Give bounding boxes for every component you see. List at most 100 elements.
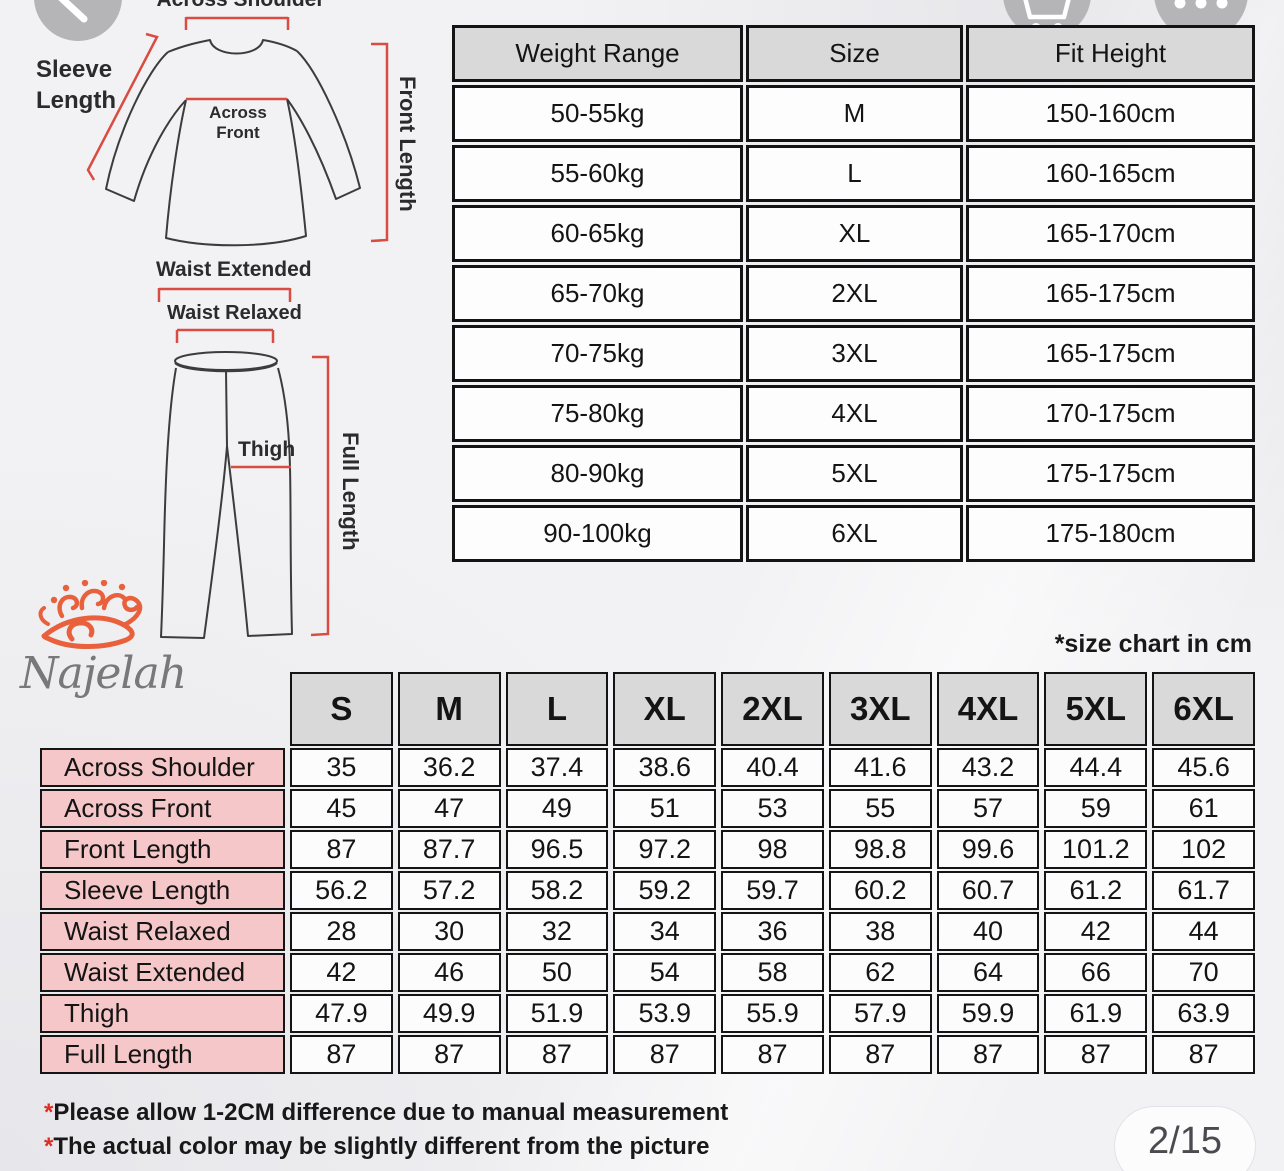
size-cell: 57.9 (828, 994, 932, 1033)
waist-extended-bracket (157, 287, 292, 302)
size-chart-table: S M L XL 2XL 3XL 4XL 5XL 6XL Across Shou… (40, 672, 1255, 1074)
size-col-header: 2XL (721, 672, 824, 746)
size-cell: 102 (1152, 830, 1255, 869)
size-cell: 96.5 (505, 830, 609, 869)
asterisk-marker: * (44, 1133, 54, 1160)
weight-table-cell: XL (746, 205, 963, 262)
size-cell: 87 (613, 1035, 717, 1074)
size-cell: 42 (290, 953, 393, 992)
size-cell: 51 (613, 789, 717, 828)
size-cell: 60.2 (828, 871, 932, 910)
size-chart-unit-note: *size chart in cm (1054, 630, 1252, 658)
full-length-bracket (310, 355, 330, 637)
weight-table-cell: 80-90kg (452, 445, 743, 502)
size-cell: 61.7 (1152, 871, 1255, 910)
size-cell: 57 (936, 789, 1040, 828)
weight-table-cell: 165-175cm (966, 265, 1255, 322)
size-cell: 87 (290, 830, 393, 869)
weight-table-cell: 150-160cm (966, 85, 1255, 142)
label-front-length: Front Length (395, 76, 420, 212)
size-cell: 99.6 (936, 830, 1040, 869)
size-cell: 59.9 (936, 994, 1040, 1033)
size-cell: 42 (1044, 912, 1148, 951)
size-cell: 87 (721, 1035, 824, 1074)
size-cell: 87 (505, 1035, 609, 1074)
size-cell: 61 (1152, 789, 1255, 828)
size-cell: 46 (397, 953, 501, 992)
size-cell: 97.2 (613, 830, 717, 869)
size-cell: 101.2 (1044, 830, 1148, 869)
weight-table-cell: 170-175cm (966, 385, 1255, 442)
size-cell: 66 (1044, 953, 1148, 992)
size-cell: 40 (936, 912, 1040, 951)
footnote-text: The actual color may be slightly differe… (53, 1133, 710, 1160)
size-cell: 35 (290, 748, 393, 787)
weight-table-cell: 175-180cm (966, 505, 1255, 562)
size-cell: 38 (828, 912, 932, 951)
garment-diagram (86, 16, 389, 639)
size-cell: 36 (721, 912, 824, 951)
size-cell: 28 (290, 912, 393, 951)
size-cell: 61.2 (1044, 871, 1148, 910)
size-col-header: L (505, 672, 609, 746)
weight-size-table: Weight Range Size Fit Height 50-55kg M 1… (452, 25, 1255, 562)
size-cell: 58 (721, 953, 824, 992)
size-cell: 36.2 (397, 748, 501, 787)
weight-table-cell: 3XL (746, 325, 963, 382)
size-row-label: Across Front (40, 789, 285, 828)
size-row-label: Front Length (40, 830, 285, 869)
size-cell: 55 (828, 789, 932, 828)
size-cell: 51.9 (505, 994, 609, 1033)
size-col-header: 5XL (1044, 672, 1148, 746)
back-button[interactable] (34, 0, 122, 41)
size-row-label: Waist Extended (40, 953, 285, 992)
page-indicator: 2/15 (1114, 1106, 1256, 1171)
size-table-corner-spacer (40, 672, 285, 746)
shirt-outline (105, 39, 361, 247)
size-cell: 49.9 (397, 994, 501, 1033)
size-cell: 62 (828, 953, 932, 992)
weight-table-header: Fit Height (966, 25, 1255, 82)
size-row-label: Sleeve Length (40, 871, 285, 910)
size-cell: 87 (1152, 1035, 1255, 1074)
size-cell: 87 (290, 1035, 393, 1074)
size-cell: 98.8 (828, 830, 932, 869)
weight-table-cell: 4XL (746, 385, 963, 442)
size-cell: 58.2 (505, 871, 609, 910)
weight-table-cell: 165-170cm (966, 205, 1255, 262)
brand-logo-text: Najelah (20, 648, 187, 699)
size-cell: 87 (828, 1035, 932, 1074)
weight-table-header: Size (746, 25, 963, 82)
size-cell: 30 (397, 912, 501, 951)
size-cell: 53 (721, 789, 824, 828)
size-cell: 60.7 (936, 871, 1040, 910)
weight-table-header: Weight Range (452, 25, 743, 82)
label-waist-relaxed: Waist Relaxed (167, 302, 302, 324)
weight-table-cell: 160-165cm (966, 145, 1255, 202)
footnotes: * Please allow 1-2CM difference due to ma… (44, 1096, 728, 1164)
size-cell: 44 (1152, 912, 1255, 951)
size-row-label: Across Shoulder (40, 748, 285, 787)
size-cell: 32 (505, 912, 609, 951)
weight-table-cell: 55-60kg (452, 145, 743, 202)
across-shoulder-bracket (184, 16, 290, 30)
weight-table-cell: 65-70kg (452, 265, 743, 322)
size-col-header: 6XL (1152, 672, 1255, 746)
size-cell: 45 (290, 789, 393, 828)
measurement-brackets (86, 16, 389, 637)
size-row-label: Thigh (40, 994, 285, 1033)
size-cell: 55.9 (721, 994, 824, 1033)
label-across-shoulder: Across Shoulder (148, 0, 333, 12)
size-col-header: 4XL (936, 672, 1040, 746)
weight-table-cell: 60-65kg (452, 205, 743, 262)
size-cell: 53.9 (613, 994, 717, 1033)
waist-relaxed-bracket (175, 328, 275, 343)
label-thigh: Thigh (238, 438, 296, 461)
weight-table-cell: 5XL (746, 445, 963, 502)
footnote-line: *Please allow 1-2CM difference due to ma… (44, 1096, 728, 1130)
size-row-label: Full Length (40, 1035, 285, 1074)
size-cell: 44.4 (1044, 748, 1148, 787)
size-cell: 61.9 (1044, 994, 1148, 1033)
size-cell: 37.4 (505, 748, 609, 787)
footnote-text: Please allow 1-2CM difference due to man… (53, 1099, 729, 1126)
